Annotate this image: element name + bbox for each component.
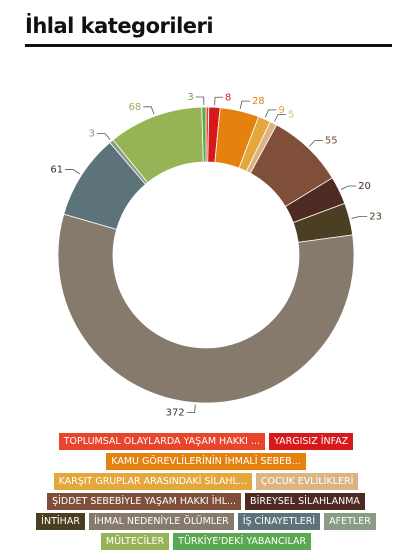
legend-item[interactable]: İŞ CİNAYETLERİ xyxy=(237,513,321,530)
value-label: 23 xyxy=(369,211,382,222)
value-label: 28 xyxy=(252,96,265,107)
value-label: 68 xyxy=(129,102,142,113)
value-label: 3 xyxy=(187,92,193,103)
leader-line xyxy=(143,106,155,115)
legend-row: KAMU GÖREVLİLERİNİN İHMALİ SEBEB... xyxy=(20,453,392,470)
legend-item[interactable]: MÜLTECİLER xyxy=(100,533,170,550)
leader-line xyxy=(214,96,224,106)
legend-item[interactable]: İHMAL NEDENİYLE ÖLÜMLER xyxy=(88,513,234,530)
donut-segment xyxy=(201,106,207,163)
legend-row: ŞİDDET SEBEBİYLE YAŞAM HAKKI İHL... BİREY… xyxy=(20,493,392,510)
value-label: 55 xyxy=(325,136,338,147)
value-label: 8 xyxy=(225,92,231,103)
leader-line xyxy=(97,133,111,140)
legend-item[interactable]: BİREYSEL SİLAHLANMA xyxy=(245,493,365,510)
leader-line xyxy=(274,113,287,122)
legend-item[interactable]: AFETLER xyxy=(324,513,376,530)
leader-line xyxy=(65,169,81,175)
value-label: 5 xyxy=(288,109,294,120)
legend-row: TOPLUMSAL OLAYLARDA YAŞAM HAKKI ... YARGI… xyxy=(20,433,392,450)
legend-row: İNTİHAR İHMAL NEDENİYLE ÖLÜMLER İŞ CİNAYET… xyxy=(20,513,392,530)
legend-item[interactable]: TÜRKİYE'DEKİ YABANCILAR xyxy=(173,533,312,550)
leader-line xyxy=(309,140,323,147)
legend-item[interactable]: ŞİDDET SEBEBİYLE YAŞAM HAKKI İHL... xyxy=(47,493,242,510)
legend-item[interactable]: KAMU GÖREVLİLERİNİN İHMALİ SEBEB... xyxy=(106,453,306,470)
title-rule xyxy=(25,44,392,47)
legend-item[interactable]: KARŞIT GRUPLAR ARASINDAKİ SİLAHL... xyxy=(53,473,252,490)
legend-item[interactable]: İNTİHAR xyxy=(36,513,85,530)
leader-line xyxy=(351,216,368,219)
legend-item[interactable]: YARGISIZ İNFAZ xyxy=(269,433,354,450)
legend-row: KARŞIT GRUPLAR ARASINDAKİ SİLAHL... ÇOCUK… xyxy=(20,473,392,490)
value-label: 61 xyxy=(50,165,63,176)
leader-line xyxy=(186,404,196,413)
leader-line xyxy=(239,100,250,110)
value-label: 372 xyxy=(166,408,185,419)
value-label: 20 xyxy=(358,181,371,192)
leader-line xyxy=(340,185,357,190)
value-label: 9 xyxy=(278,105,284,116)
legend-item[interactable]: ÇOCUK EVLİLİKLERİ xyxy=(255,473,359,490)
chart-title: İhlal kategorileri xyxy=(25,14,214,38)
legend-row: MÜLTECİLER TÜRKİYE'DEKİ YABANCILAR xyxy=(20,533,392,550)
legend-item[interactable]: TOPLUMSAL OLAYLARDA YAŞAM HAKKI ... xyxy=(58,433,266,450)
value-label: 3 xyxy=(89,128,95,139)
leader-line xyxy=(195,96,205,106)
donut-segment xyxy=(57,213,355,404)
leader-line xyxy=(264,109,277,118)
legend: TOPLUMSAL OLAYLARDA YAŞAM HAKKI ... YARGI… xyxy=(20,433,392,553)
